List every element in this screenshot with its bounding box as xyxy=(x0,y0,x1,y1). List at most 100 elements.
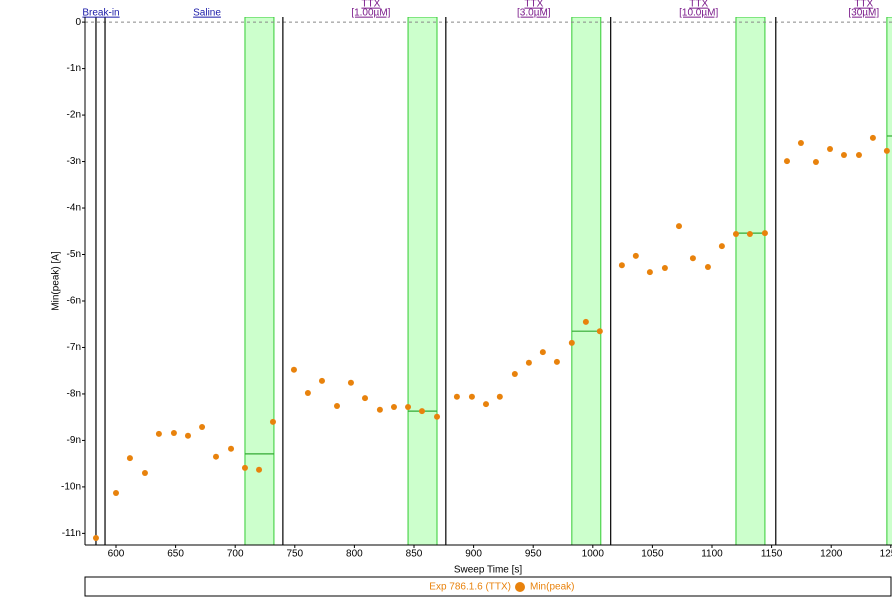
y-tick-label: -11n xyxy=(62,528,81,539)
x-tick-label: 800 xyxy=(346,549,363,560)
marker-label: TTX xyxy=(524,0,543,10)
x-tick-label: 750 xyxy=(286,549,303,560)
marker-label: [1.00µM] xyxy=(351,8,390,19)
x-tick-label: 900 xyxy=(465,549,482,560)
point xyxy=(318,377,325,384)
x-tick-label: 1250 xyxy=(880,549,892,560)
point xyxy=(761,230,768,237)
point xyxy=(418,408,425,415)
legend-marker xyxy=(515,582,525,592)
y-tick-label: -1n xyxy=(67,63,81,74)
point xyxy=(525,359,532,366)
legend-box xyxy=(84,576,892,597)
point xyxy=(827,146,834,152)
marker-label: Break-in xyxy=(82,8,119,19)
point xyxy=(855,152,862,159)
point xyxy=(596,328,603,335)
y-tick-label: 0 xyxy=(75,17,81,28)
x-axis-label: Sweep Time [s] xyxy=(454,565,523,576)
point xyxy=(783,158,790,165)
y-tick-label: -7n xyxy=(67,342,81,353)
point xyxy=(376,406,383,413)
point xyxy=(405,403,412,410)
point xyxy=(704,264,711,271)
point xyxy=(347,379,354,386)
point xyxy=(199,423,206,430)
x-tick-label: 950 xyxy=(525,549,542,560)
point xyxy=(434,413,441,420)
marker-label: TTX xyxy=(361,0,380,10)
marker-label: [30µM] xyxy=(848,8,879,19)
point xyxy=(582,318,589,325)
point xyxy=(390,403,397,410)
point xyxy=(511,370,518,377)
point xyxy=(568,339,575,346)
point xyxy=(661,264,668,271)
point xyxy=(797,139,804,146)
plot-area xyxy=(85,17,892,545)
x-tick-label: 1000 xyxy=(582,549,605,560)
band xyxy=(407,17,438,545)
point xyxy=(732,231,739,238)
y-axis-label: Min(peak) [A] xyxy=(51,251,62,311)
point xyxy=(92,535,99,542)
point xyxy=(228,445,235,452)
x-tick-label: 1100 xyxy=(701,549,723,560)
legend-title: Exp 786.1.6 (TTX) xyxy=(429,582,511,593)
point xyxy=(362,395,369,402)
y-tick-label: -2n xyxy=(67,110,81,121)
point xyxy=(675,223,682,230)
point xyxy=(840,152,847,159)
point xyxy=(718,243,725,250)
y-tick-label: -9n xyxy=(67,435,81,446)
point xyxy=(453,393,460,400)
marker-label: TTX xyxy=(689,0,708,10)
point xyxy=(746,231,753,238)
band xyxy=(735,17,766,545)
point xyxy=(333,403,340,410)
y-tick-label: -4n xyxy=(67,203,81,214)
point xyxy=(269,418,276,425)
marker-label: Saline xyxy=(193,8,221,19)
point xyxy=(689,255,696,262)
point xyxy=(553,358,560,365)
y-tick-label: -5n xyxy=(67,249,81,260)
point xyxy=(213,453,220,460)
x-tick-label: 650 xyxy=(167,549,184,560)
band xyxy=(244,17,275,545)
x-tick-label: 1200 xyxy=(820,549,843,560)
x-tick-label: 1150 xyxy=(761,549,783,560)
marker-label: [10.0µM] xyxy=(679,8,718,19)
point xyxy=(184,432,191,439)
point xyxy=(468,393,475,400)
point xyxy=(170,429,177,436)
point xyxy=(256,466,263,473)
marker-label: [3.0µM] xyxy=(517,8,551,19)
band xyxy=(886,17,892,545)
point xyxy=(539,349,546,356)
point xyxy=(646,269,653,276)
y-tick-label: -6n xyxy=(67,296,81,307)
y-tick-label: -8n xyxy=(67,389,81,400)
point xyxy=(304,390,311,397)
point xyxy=(618,262,625,269)
x-tick-label: 700 xyxy=(227,549,244,560)
legend-label: Min(peak) xyxy=(530,582,574,593)
point xyxy=(241,464,248,471)
marker-label: TTX xyxy=(854,0,873,10)
point xyxy=(869,134,876,141)
x-tick-label: 1050 xyxy=(641,549,664,560)
point xyxy=(482,401,489,408)
point xyxy=(632,252,639,259)
point xyxy=(126,455,133,462)
point xyxy=(155,430,162,437)
band xyxy=(571,17,602,545)
point xyxy=(141,469,148,476)
point xyxy=(112,489,119,496)
y-tick-label: -10n xyxy=(61,482,81,493)
point xyxy=(496,393,503,400)
point xyxy=(883,147,890,154)
x-tick-label: 850 xyxy=(406,549,423,560)
point xyxy=(290,366,297,373)
